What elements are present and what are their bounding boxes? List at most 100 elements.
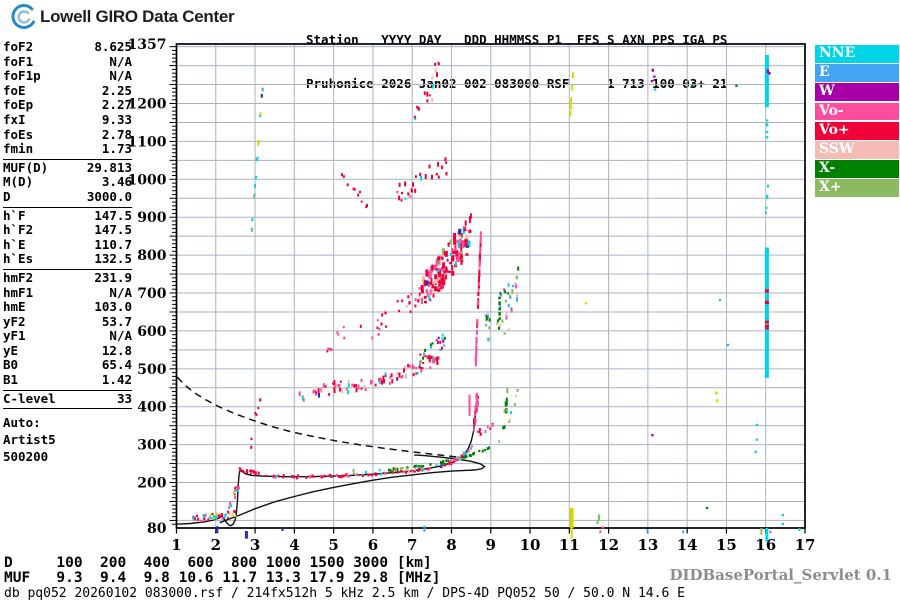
echo-dot <box>246 470 249 474</box>
giro-logo-icon <box>11 4 35 29</box>
echo-dot <box>444 268 448 273</box>
echo-streak <box>764 247 769 378</box>
echo-dot <box>404 181 407 187</box>
echo-dot <box>418 287 421 290</box>
echo-dot <box>338 475 341 479</box>
echo-dot <box>465 245 469 248</box>
echo-dot <box>411 189 413 193</box>
echo-dot <box>434 286 437 292</box>
echo-dot <box>426 99 429 103</box>
echo-dot <box>378 468 381 472</box>
echo-dot <box>499 292 502 295</box>
param-value: 2.78 <box>101 126 132 142</box>
echo-dot <box>265 474 268 477</box>
echo-dot <box>432 357 435 363</box>
echo-dot <box>507 292 509 295</box>
echo-dot <box>218 514 221 518</box>
echo-dot <box>428 357 431 363</box>
echo-dot <box>192 516 195 520</box>
echo-dot <box>465 239 469 247</box>
echo-dot <box>420 289 424 294</box>
echo-streak <box>599 530 602 534</box>
echo-dot <box>383 379 385 384</box>
echo-dot <box>221 516 224 520</box>
echo-dot <box>417 468 420 472</box>
echo-dot <box>229 501 232 505</box>
echo-dot <box>410 292 413 296</box>
echo-dot <box>297 474 299 477</box>
echo-dot <box>255 157 258 162</box>
echo-dot <box>584 302 588 305</box>
param-label: B1 <box>3 372 19 388</box>
echo-dot <box>430 281 433 286</box>
param-value: 53.7 <box>101 313 132 329</box>
echo-dot <box>456 255 460 262</box>
echo-dot <box>401 466 404 470</box>
echo-dot <box>469 447 472 450</box>
echo-dot <box>475 349 478 356</box>
echo-dot <box>504 299 507 303</box>
echo-streak <box>765 528 769 542</box>
param-value: 1.73 <box>101 141 132 157</box>
ionogram-header: Station YYYY DAY DDD HHMMSS P1 FFS S AXN… <box>306 4 727 120</box>
echo-dot <box>340 475 343 479</box>
echo-dot <box>434 279 438 284</box>
echo-dot <box>229 504 232 508</box>
echo-dot <box>434 62 437 66</box>
y-axis-label: 700 <box>137 286 166 302</box>
echo-dot <box>412 373 415 377</box>
echo-dot <box>361 474 364 478</box>
echo-dot <box>443 270 446 274</box>
echo-dot <box>420 176 423 181</box>
echo-dot <box>498 440 501 443</box>
echo-dot <box>437 341 439 345</box>
x-axis-label: 13 <box>637 536 658 554</box>
echo-dot <box>509 296 512 299</box>
echo-dot <box>491 423 494 427</box>
echo-dot <box>255 176 257 179</box>
echo-dot <box>377 333 380 336</box>
echo-dot <box>475 393 478 400</box>
param-label: h`F2 <box>3 222 34 238</box>
echo-dot <box>479 432 482 436</box>
echo-dot <box>451 248 454 254</box>
echo-dot <box>296 475 299 479</box>
echo-dot <box>716 399 719 403</box>
echo-dot <box>417 299 420 302</box>
echo-dot <box>601 526 605 529</box>
echo-dot <box>259 114 262 118</box>
echo-dot <box>347 379 350 384</box>
param-value: 65.4 <box>101 357 132 373</box>
echo-dot <box>428 94 431 97</box>
echo-dot <box>213 515 216 518</box>
echo-dot <box>416 466 419 469</box>
echo-dot <box>423 295 427 299</box>
echo-dot <box>400 199 403 202</box>
echo-dot <box>431 75 434 80</box>
echo-dot <box>488 318 491 322</box>
echo-dot <box>234 514 237 518</box>
param-row-yF1: yF1 N/A <box>3 329 132 344</box>
legend-item-NNE: NNE <box>815 45 899 63</box>
param-group: hmF2 231.9 hmF1 N/A hmE 103.0 yF2 53.7 yF1 N/A yE 1… <box>3 268 132 390</box>
echo-dot <box>476 304 479 309</box>
echo-dot <box>448 461 451 465</box>
legend-item-Vo+: Vo+ <box>815 121 899 140</box>
echo-dot <box>380 322 383 326</box>
echo-dot <box>464 220 467 226</box>
echo-dot <box>510 411 513 414</box>
echo-dot <box>396 470 399 473</box>
muf-row: MUF 9.3 9.4 9.8 10.6 11.7 13.3 17.9 29.8… <box>4 569 441 586</box>
echo-dot <box>255 413 258 416</box>
echo-dot <box>421 276 425 283</box>
param-row-foF2: foF2 8.625 <box>3 39 132 55</box>
echo-dot <box>393 468 396 471</box>
echo-dot <box>403 368 405 373</box>
echo-dot <box>360 387 363 390</box>
virtual-height-trace <box>176 395 478 527</box>
echo-dot <box>438 283 442 290</box>
echo-dot <box>449 239 452 245</box>
echo-dot <box>431 264 434 271</box>
echo-dot <box>454 247 457 250</box>
